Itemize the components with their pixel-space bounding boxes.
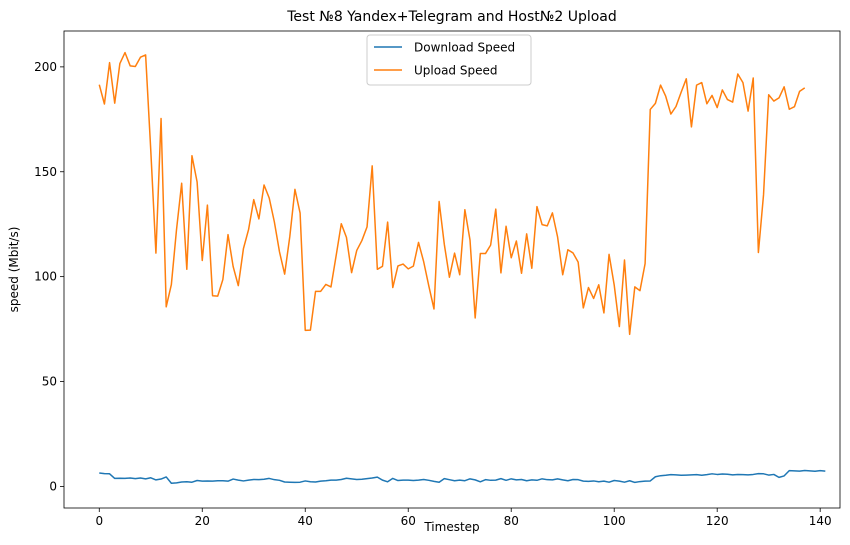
plot-area (63, 30, 841, 509)
legend-label-upload-speed: Upload Speed (414, 64, 497, 78)
y-tick-label: 200 (34, 60, 57, 74)
y-tick-label: 0 (49, 479, 57, 493)
series-group (98, 51, 826, 484)
legend-label-download-speed: Download Speed (414, 41, 515, 55)
y-axis: 0 50 100 150 200 (34, 60, 64, 493)
legend-box (366, 34, 532, 86)
y-tick-label: 50 (42, 375, 57, 389)
x-tick-label: 0 (95, 514, 103, 528)
chart-title: Test №8 Yandex+Telegram and Host№2 Uploa… (286, 9, 617, 25)
download-speed-line (99, 469, 826, 484)
x-tick-label: 20 (195, 514, 210, 528)
x-tick-label: 140 (809, 514, 832, 528)
x-tick-label: 100 (603, 514, 626, 528)
x-axis: 0 20 40 60 80 100 120 140 (95, 508, 832, 528)
x-tick-label: 40 (298, 514, 313, 528)
x-axis-label: Timestep (423, 520, 479, 534)
y-axis-label: speed (Mbit/s) (7, 227, 21, 313)
y-tick-label: 100 (34, 270, 57, 284)
legend: Download Speed Upload Speed (366, 34, 532, 86)
x-tick-label: 120 (706, 514, 729, 528)
upload-speed-line (98, 51, 806, 336)
x-tick-label: 80 (504, 514, 519, 528)
y-tick-label: 150 (34, 165, 57, 179)
x-tick-label: 60 (401, 514, 416, 528)
